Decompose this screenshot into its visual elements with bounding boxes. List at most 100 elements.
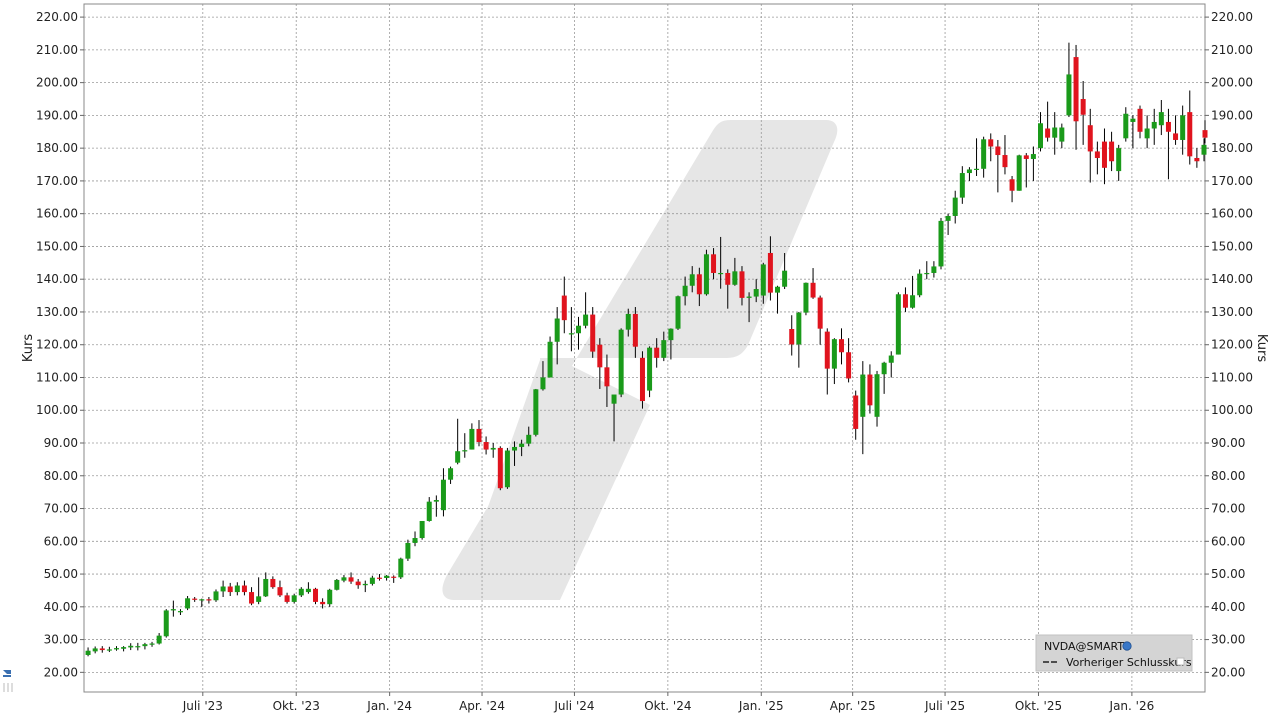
candle-body (277, 587, 283, 596)
candle-body (433, 500, 439, 502)
candle (547, 336, 553, 378)
candle (320, 598, 326, 609)
candle-body (1023, 155, 1029, 159)
candle (234, 582, 240, 596)
candle-body (99, 648, 105, 651)
candle-body (618, 329, 624, 395)
candle-body (974, 168, 980, 170)
globe-icon[interactable] (1122, 641, 1132, 651)
watermark-shape (442, 120, 838, 600)
candle-body (1094, 151, 1100, 158)
plot-frame (83, 3, 1206, 693)
candle (860, 361, 866, 455)
candle-body (725, 272, 731, 285)
candle (512, 441, 518, 466)
y-tick-label: 220.00 (1211, 10, 1253, 24)
candle (1144, 115, 1150, 149)
y-tick-label: 40.00 (44, 600, 78, 614)
candle (227, 582, 233, 597)
candle-body (1137, 108, 1143, 132)
legend-checkbox[interactable] (1176, 657, 1185, 666)
candle (490, 443, 496, 458)
legend-entry-label: Vorheriger Schlusskurs (1066, 656, 1192, 669)
candle (241, 580, 247, 596)
y-tick-label: 70.00 (1211, 502, 1245, 516)
candle-body (931, 266, 937, 273)
legend-box (1035, 634, 1193, 672)
corner-tool-icon[interactable] (3, 670, 13, 692)
legend-title: NVDA@SMART (1044, 640, 1124, 653)
candle-body (476, 428, 482, 443)
candle (696, 267, 702, 307)
candle (220, 580, 226, 597)
legend[interactable]: NVDA@SMART Vorheriger Schlusskurs (1035, 634, 1193, 672)
candle (803, 282, 809, 316)
candle (376, 574, 382, 581)
y-tick-label: 160.00 (36, 207, 78, 221)
candle-body (234, 585, 240, 593)
candle-body (85, 650, 91, 655)
candle-body (142, 644, 148, 647)
candle (249, 587, 255, 606)
candle-body (853, 395, 859, 429)
y-tick-label: 20.00 (44, 665, 78, 679)
candle (270, 576, 276, 589)
y-tick-label: 110.00 (1211, 370, 1253, 384)
x-tick-label: Juli '25 (924, 699, 965, 713)
y-tick-label: 200.00 (1211, 76, 1253, 90)
candle-body (348, 577, 354, 582)
y-tick-label: 190.00 (36, 108, 78, 122)
candle (647, 346, 653, 398)
candle-body (170, 609, 176, 611)
y-tick-label: 50.00 (1211, 567, 1245, 581)
candle-body (739, 271, 745, 298)
candle (1180, 105, 1186, 155)
candle (924, 261, 930, 280)
candle (163, 609, 169, 638)
candle (85, 647, 91, 657)
candle (313, 587, 319, 605)
candle (1202, 120, 1208, 144)
y-axis-left: 20.00 30.00 40.00 50.00 60.00 70.00 80.00 90.00… (36, 10, 84, 679)
candle-body (1202, 130, 1208, 138)
candle (810, 268, 816, 299)
candle (192, 596, 198, 602)
candle (988, 133, 994, 162)
candle-body (945, 215, 951, 221)
y-tick-label: 110.00 (36, 370, 78, 384)
candle (1016, 154, 1022, 191)
candle-body (1173, 133, 1179, 140)
candle-body (199, 599, 205, 601)
candle (291, 593, 297, 604)
candle (753, 279, 759, 303)
candle (1109, 131, 1115, 172)
candle (426, 497, 432, 522)
y-tick-label: 220.00 (36, 10, 78, 24)
candle (476, 420, 482, 447)
candle (405, 539, 411, 561)
y-tick-label: 50.00 (44, 567, 78, 581)
y-tick-label: 80.00 (44, 469, 78, 483)
candle (682, 276, 688, 306)
candle-body (540, 377, 546, 390)
candle-body (1009, 179, 1015, 191)
candle-body (426, 501, 432, 521)
candle (1201, 138, 1207, 162)
candle-body (554, 318, 560, 342)
candle-body (1194, 157, 1200, 162)
candle (1073, 44, 1079, 150)
candle (767, 236, 773, 301)
candle-body (384, 575, 390, 578)
candle-body (227, 586, 233, 593)
candle (888, 351, 894, 378)
candle-body (718, 272, 724, 275)
x-tick-label: Jan. '24 (366, 699, 412, 713)
candle-body (298, 588, 304, 596)
candle-body (988, 139, 994, 147)
candle (846, 338, 852, 383)
candle-body (711, 254, 717, 273)
candle-body (952, 197, 958, 216)
candle-body (782, 270, 788, 287)
y-tick-label: 180.00 (36, 141, 78, 155)
